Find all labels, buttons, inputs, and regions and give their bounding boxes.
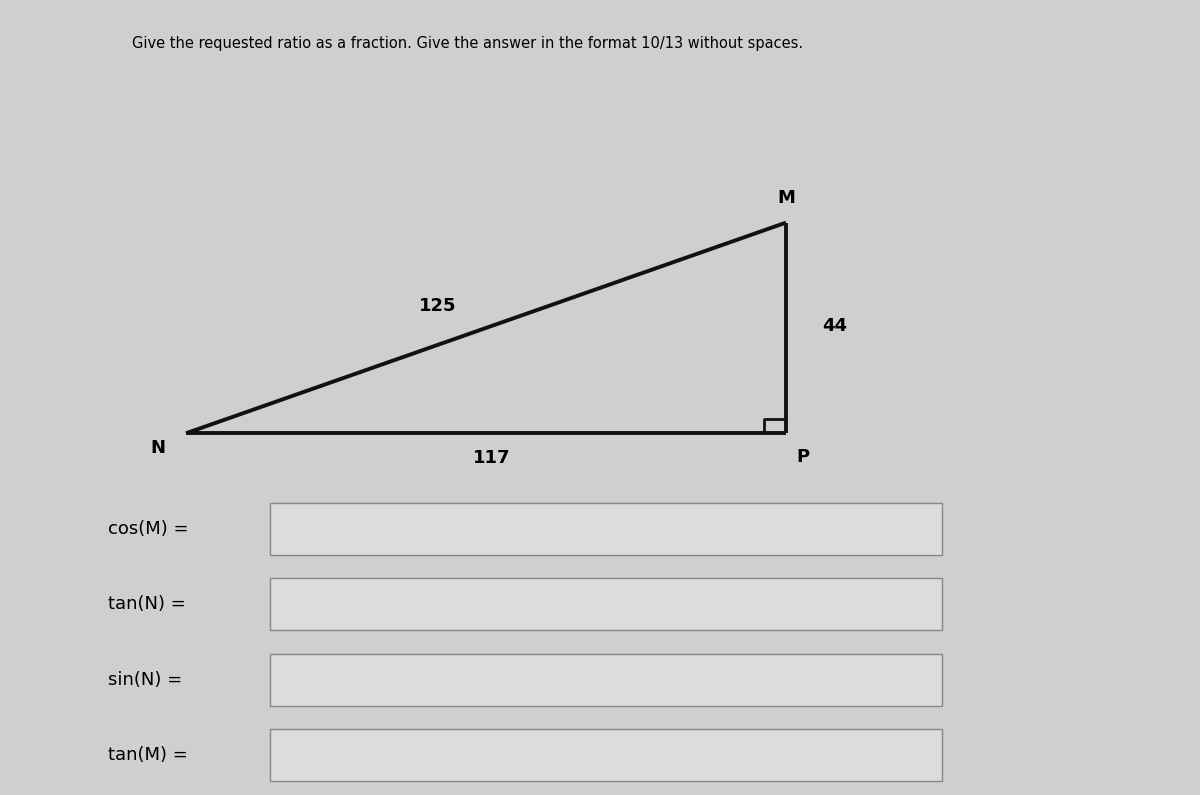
Bar (270, 503, 942, 555)
Text: Give the requested ratio as a fraction. Give the answer in the format 10/13 with: Give the requested ratio as a fraction. … (132, 36, 803, 51)
Text: sin(N) =: sin(N) = (108, 671, 182, 688)
Text: 125: 125 (419, 297, 457, 315)
Text: M: M (778, 188, 794, 207)
Bar (270, 653, 942, 706)
Text: 117: 117 (473, 449, 511, 467)
Text: tan(N) =: tan(N) = (108, 595, 186, 613)
Bar (270, 730, 942, 781)
Text: tan(M) =: tan(M) = (108, 747, 187, 764)
Text: 44: 44 (822, 317, 847, 335)
Text: cos(M) =: cos(M) = (108, 520, 188, 537)
Bar (270, 579, 942, 630)
Text: P: P (797, 448, 810, 466)
Text: N: N (151, 439, 166, 457)
